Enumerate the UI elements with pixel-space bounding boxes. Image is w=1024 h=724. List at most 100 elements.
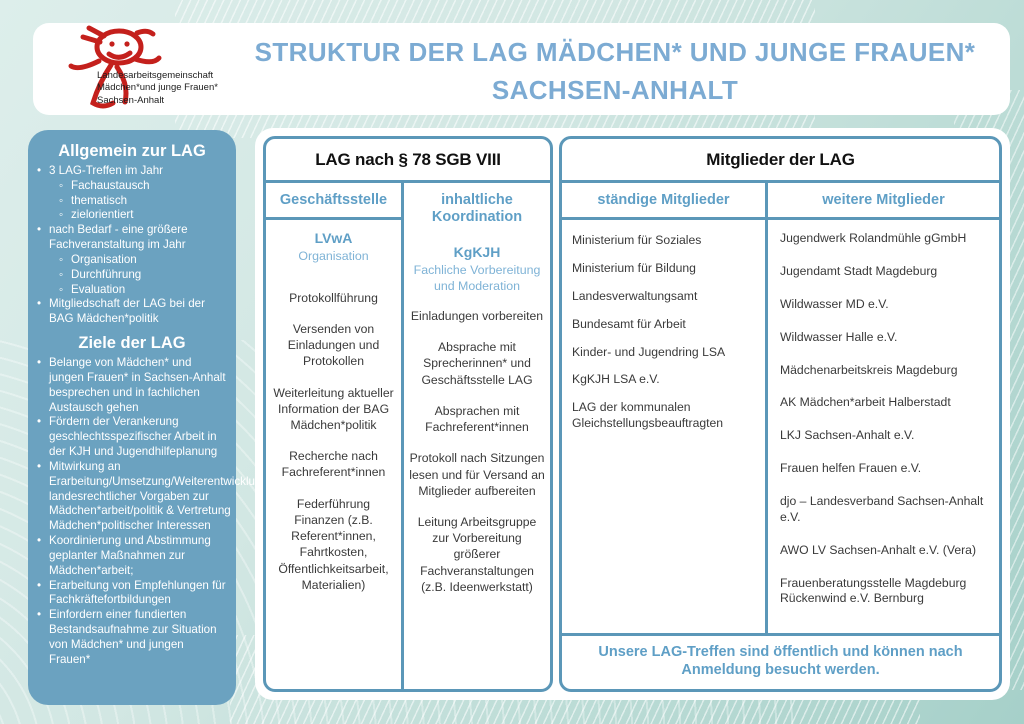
koordination-task-list: Einladungen vorbereiten Absprache mit Spr… bbox=[404, 294, 550, 605]
list-item-text: thematisch bbox=[71, 193, 128, 207]
list-item-text: Einfordern einer fundierten Bestandsaufn… bbox=[49, 608, 217, 666]
member-item: Ministerium für Bildung bbox=[572, 260, 696, 275]
members-subheader-row: ständige Mitglieder weitere Mitglieder bbox=[562, 183, 999, 221]
circle-bullet-icon: ◦ bbox=[59, 208, 64, 222]
list-item-text: Durchführung bbox=[71, 267, 142, 281]
list-item-text: Koordinierung und Abstimmung geplanter M… bbox=[49, 534, 211, 577]
list-item-text: Erarbeitung von Empfehlungen für Fachkrä… bbox=[49, 578, 226, 607]
list-item-text: Organisation bbox=[71, 252, 137, 266]
circle-bullet-icon: ◦ bbox=[59, 178, 64, 192]
header-card: Landesarbeitsgemeinschaft Mädchen*und ju… bbox=[33, 23, 1010, 115]
sidebar-bullet-item: • Mitwirkung an Erarbeitung/Umsetzung/Wei… bbox=[37, 460, 268, 534]
sidebar-bullet-item: • Einfordern einer fundierten Bestandsauf… bbox=[37, 608, 227, 667]
page-title-line2: SACHSEN-ANHALT bbox=[491, 75, 739, 105]
member-item: Wildwasser MD e.V. bbox=[780, 296, 889, 311]
task-item: Versenden von Einladungen und Protokolle… bbox=[287, 321, 380, 369]
member-item: Landesverwaltungsamt bbox=[572, 288, 698, 303]
sidebar-section1-list: • 3 LAG-Treffen im Jahr ◦ Fachaustausch ◦ the… bbox=[37, 164, 227, 327]
list-item-text: Evaluation bbox=[71, 282, 126, 296]
sidebar-bullet-item: • Fördern der Verankerung geschlechtsspez… bbox=[37, 415, 227, 459]
task-item: Einladungen vorbereiten bbox=[410, 308, 544, 323]
members-box-title: Mitglieder der LAG bbox=[562, 139, 999, 183]
logo-text-line1: Landesarbeitsgemeinschaft bbox=[97, 70, 214, 81]
org-name: KgKJH bbox=[453, 244, 501, 261]
list-item-text: Mitgliedschaft der LAG bei der BAG Mädch… bbox=[49, 297, 205, 326]
page-title: STRUKTUR DER LAG MÄDCHEN* UND JUNGE FRAU… bbox=[238, 34, 992, 108]
circle-bullet-icon: ◦ bbox=[59, 267, 64, 281]
public-meetings-note: Unsere LAG-Treffen sind öffentlich und k… bbox=[562, 632, 999, 689]
task-item: Absprache mit Sprecherinnen* und Geschäf… bbox=[421, 340, 533, 387]
org-role: Organisation bbox=[298, 248, 369, 263]
member-item: Jugendamt Stadt Magdeburg bbox=[780, 263, 938, 278]
list-item-text: 3 LAG-Treffen im Jahr bbox=[49, 164, 164, 177]
list-item-text: Mitwirkung an Erarbeitung/Umsetzung/Weit… bbox=[49, 459, 268, 533]
dot-bullet-icon: • bbox=[37, 356, 42, 370]
sidebar-bullet-item: • 3 LAG-Treffen im Jahr bbox=[37, 164, 227, 179]
sidebar-bullet-item: • Koordinierung und Abstimmung geplanter … bbox=[37, 534, 227, 578]
koordination-org-block: KgKJH Fachliche Vorbereitung und Moderat… bbox=[404, 234, 550, 294]
members-content-row: Ministerium für Soziales Ministerium für … bbox=[562, 220, 999, 633]
sidebar-bullet-item: ◦ Evaluation bbox=[37, 283, 227, 298]
weitere-subheader: weitere Mitglieder bbox=[822, 192, 945, 208]
dot-bullet-icon: • bbox=[37, 608, 42, 622]
sidebar-bullet-item: ◦ Fachaustausch bbox=[37, 179, 227, 194]
logo-text-line2: Mädchen*und junge Frauen* bbox=[97, 82, 218, 94]
dot-bullet-icon: • bbox=[37, 223, 42, 237]
task-item: Federführung Finanzen (z.B. Referent*inn… bbox=[278, 496, 389, 592]
task-item: Weiterleitung aktueller Information der … bbox=[273, 385, 394, 433]
logo-figure-icon bbox=[68, 25, 162, 109]
logo-text: Landesarbeitsgemeinschaft Mädchen*und ju… bbox=[97, 70, 218, 107]
member-item: Frauenberatungsstelle Magdeburg Rückenwi… bbox=[780, 575, 967, 606]
circle-bullet-icon: ◦ bbox=[59, 252, 64, 266]
org-name: LVwA bbox=[314, 230, 353, 247]
staendige-subheader: ständige Mitglieder bbox=[562, 183, 768, 218]
dot-bullet-icon: • bbox=[37, 578, 42, 592]
dot-bullet-icon: • bbox=[37, 415, 42, 429]
list-item-text: zielorientiert bbox=[71, 208, 134, 222]
dot-bullet-icon: • bbox=[37, 534, 42, 548]
member-item: Kinder- und Jugendring LSA bbox=[572, 344, 726, 359]
sidebar-section2-title: Ziele der LAG bbox=[78, 334, 186, 353]
lag-structure-box-title: LAG nach § 78 SGB VIII bbox=[266, 139, 550, 183]
member-item: LKJ Sachsen-Anhalt e.V. bbox=[780, 428, 915, 443]
sidebar-bullet-item: ◦ Organisation bbox=[37, 253, 227, 268]
lag-structure-box: LAG nach § 78 SGB VIII Geschäftsstelle L… bbox=[263, 136, 553, 692]
geschaeftsstelle-column: Geschäftsstelle LVwA Organisation Protok… bbox=[266, 183, 404, 689]
sidebar-bullet-item: • nach Bedarf - eine größere Fachveransta… bbox=[37, 223, 227, 253]
weitere-member-list: Jugendwerk Rolandmühle gGmbH Jugendamt St… bbox=[768, 220, 999, 633]
lag-structure-columns: Geschäftsstelle LVwA Organisation Protok… bbox=[266, 183, 550, 689]
logo-text-line3: Sachsen-Anhalt bbox=[97, 94, 165, 106]
org-logo: Landesarbeitsgemeinschaft Mädchen*und ju… bbox=[45, 23, 255, 115]
circle-bullet-icon: ◦ bbox=[59, 282, 64, 296]
member-item: Wildwasser Halle e.V. bbox=[780, 329, 898, 344]
member-item: Jugendwerk Rolandmühle gGmbH bbox=[780, 231, 967, 246]
geschaeftsstelle-org-block: LVwA Organisation bbox=[266, 220, 401, 264]
task-item: Absprachen mit Fachreferent*innen bbox=[425, 403, 529, 435]
task-item: Protokollführung bbox=[289, 290, 378, 305]
member-item: Frauen helfen Frauen e.V. bbox=[780, 461, 922, 476]
koordination-subheader: inhaltliche Koordination bbox=[431, 192, 523, 226]
member-item: KgKJH LSA e.V. bbox=[572, 372, 660, 387]
list-item-text: Fördern der Verankerung geschlechtsspezi… bbox=[49, 415, 218, 459]
staendige-member-list: Ministerium für Soziales Ministerium für … bbox=[562, 220, 768, 633]
geschaeftsstelle-subheader: Geschäftsstelle bbox=[266, 183, 401, 221]
org-role: Fachliche Vorbereitung und Moderation bbox=[413, 262, 541, 293]
sidebar-section2-list: • Belange von Mädchen* und jungen Frauen*… bbox=[37, 356, 268, 667]
sidebar-bullet-item: ◦ thematisch bbox=[37, 194, 227, 209]
member-item: Bundesamt für Arbeit bbox=[572, 316, 686, 331]
dot-bullet-icon: • bbox=[37, 164, 42, 177]
member-item: djo – Landesverband Sachsen-Anhalt e.V. bbox=[780, 493, 984, 524]
member-item: LAG der kommunalen Gleichstellungsbeauft… bbox=[572, 400, 724, 431]
sidebar-panel: Allgemein zur LAG • 3 LAG-Treffen im Jahr… bbox=[28, 130, 268, 705]
circle-bullet-icon: ◦ bbox=[59, 193, 64, 207]
geschaeftsstelle-task-list: Protokollführung Versenden von Einladunge… bbox=[266, 264, 401, 603]
koordination-column: inhaltliche Koordination KgKJH Fachliche… bbox=[404, 183, 550, 689]
sidebar-bullet-item: ◦ Durchführung bbox=[37, 268, 227, 283]
sidebar-bullet-item: • Erarbeitung von Empfehlungen für Fachkr… bbox=[37, 579, 227, 609]
task-item: Recherche nach Fachreferent*innen bbox=[281, 449, 386, 480]
task-item: Protokoll nach Sitzungen lesen und für V… bbox=[409, 451, 545, 498]
dot-bullet-icon: • bbox=[37, 297, 42, 311]
list-item-text: nach Bedarf - eine größere Fachveranstal… bbox=[49, 223, 188, 252]
list-item-text: Belange von Mädchen* und jungen Frauen* … bbox=[49, 356, 226, 414]
